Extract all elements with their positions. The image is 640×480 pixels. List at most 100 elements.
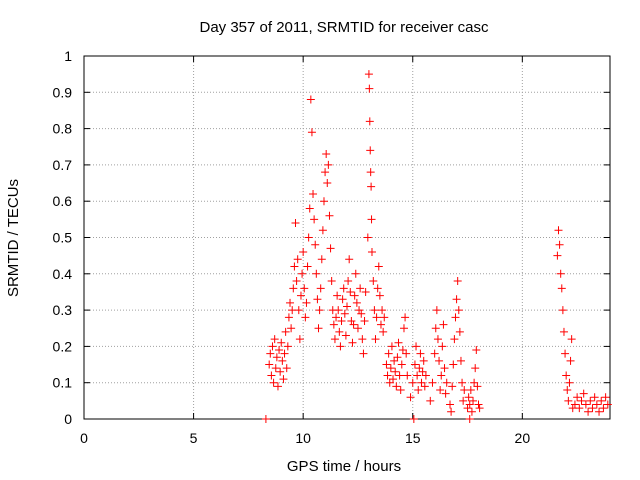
data-point [556,269,565,278]
data-point [363,233,372,242]
data-point [575,404,584,413]
data-point [401,313,410,322]
data-point [352,298,361,307]
data-point [469,396,478,405]
data-point [419,356,428,365]
data-point [318,226,327,235]
data-point [323,179,332,188]
data-point [452,295,461,304]
data-point [265,360,274,369]
data-point [392,382,401,391]
data-point [338,295,347,304]
data-point [373,284,382,293]
data-point [367,182,376,191]
data-point [284,313,293,322]
data-point [356,284,365,293]
x-tick-label: 5 [190,430,198,446]
data-point [327,277,336,286]
data-point [431,324,440,333]
data-point [442,378,451,387]
data-point [577,396,586,405]
data-point [595,407,604,416]
data-point [267,371,276,380]
data-point [554,226,563,235]
data-point [386,364,395,373]
data-point [406,393,415,402]
data-point [366,146,375,155]
data-point [358,335,367,344]
data-point [599,404,608,413]
data-point [435,356,444,365]
data-point [351,269,360,278]
data-point [440,364,449,373]
data-point [335,327,344,336]
data-point [272,353,281,362]
data-point [287,324,296,333]
data-point [306,95,315,104]
data-point [416,349,425,358]
data-point [353,324,362,333]
data-point [561,349,570,358]
data-point [300,284,309,293]
y-tick-label: 0.8 [53,121,73,137]
data-point [426,396,435,405]
data-point [413,371,422,380]
data-point [324,160,333,169]
data-point [360,316,369,325]
data-point [286,298,295,307]
data-point [451,313,460,322]
data-point [364,70,373,79]
data-point [315,306,324,315]
data-point [332,313,341,322]
data-point [350,291,359,300]
data-point [370,306,379,315]
data-point [474,400,483,409]
data-points [261,70,612,423]
data-point [334,306,343,315]
data-point [428,378,437,387]
data-point [269,378,278,387]
data-point [464,393,473,402]
x-tick-label: 10 [295,430,311,446]
data-point [403,371,412,380]
data-point [441,389,450,398]
data-point [567,335,576,344]
y-tick-label: 0.5 [53,230,73,246]
data-point [592,400,601,409]
data-point [277,338,286,347]
data-point [344,277,353,286]
data-point [555,240,564,249]
data-point [439,320,448,329]
data-point [557,284,566,293]
data-point [436,385,445,394]
data-point [298,269,307,278]
x-axis-label: GPS time / hours [287,458,401,475]
data-point [376,320,385,329]
data-point [329,320,338,329]
data-point [449,360,458,369]
data-point [385,378,394,387]
data-point [280,349,289,358]
data-point [340,309,349,318]
data-point [279,375,288,384]
data-point [390,356,399,365]
data-point [558,306,567,315]
data-point [275,346,284,355]
data-point [453,277,462,286]
data-point [455,327,464,336]
data-point [270,335,279,344]
data-point [581,400,590,409]
data-point [566,356,575,365]
data-point [316,284,325,293]
data-point [336,342,345,351]
data-point [402,349,411,358]
data-point [301,313,310,322]
data-point [471,364,480,373]
data-point [345,255,354,264]
data-point [430,349,439,358]
data-point [456,356,465,365]
data-point [465,400,474,409]
data-point [302,298,311,307]
data-point [590,393,599,402]
data-point [281,327,290,336]
